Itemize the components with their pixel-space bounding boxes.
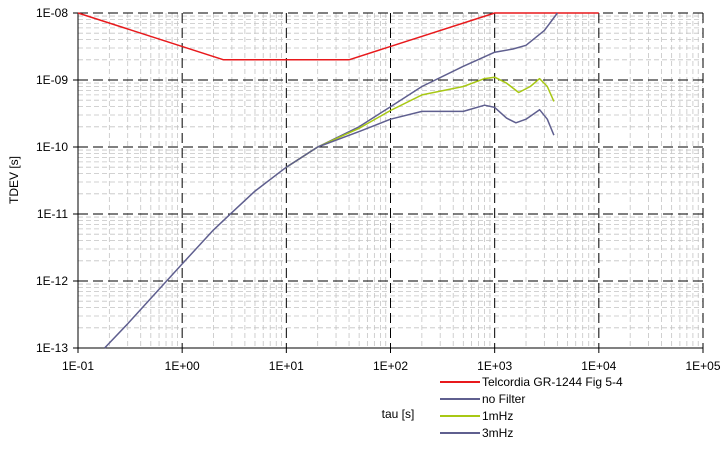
grid (77, 12, 704, 349)
x-tick-label: 1E+04 (581, 359, 616, 373)
legend-label-no-filter: no Filter (482, 392, 525, 406)
series-line-no-filter (104, 12, 559, 349)
series-line-3mhz (285, 104, 555, 168)
legend-label-3mhz: 3mHz (482, 426, 513, 440)
axes: 1E-01 1E+00 1E+01 1E+02 1E+03 1E+04 1E+05 1E-13… (36, 6, 721, 373)
x-tick-label: 1E+01 (269, 359, 304, 373)
x-axis-label: tau [s] (382, 407, 415, 421)
x-tick-label: 1E+05 (685, 359, 720, 373)
legend-label-telcordia-gr-1244-fig-5-4: Telcordia GR-1244 Fig 5-4 (482, 375, 623, 389)
x-tick-label: 1E+02 (373, 359, 408, 373)
legend: Telcordia GR-1244 Fig 5-4 no Filter 1mHz 3m… (440, 375, 623, 440)
legend-label-1mhz: 1mHz (482, 409, 513, 423)
y-tick-label: 1E-11 (37, 207, 68, 221)
series-line-telcordia-gr-1244-fig-5-4 (77, 12, 599, 61)
y-tick-label: 1E-09 (36, 73, 68, 87)
y-tick-label: 1E-10 (36, 140, 68, 154)
x-tick-label: 1E-01 (62, 359, 94, 373)
x-tick-label: 1E+00 (165, 359, 200, 373)
y-tick-label: 1E-13 (36, 341, 68, 355)
x-tick-label: 1E+03 (477, 359, 512, 373)
y-tick-label: 1E-12 (36, 274, 68, 288)
y-axis-label: TDEV [s] (7, 156, 21, 204)
y-tick-label: 1E-08 (36, 6, 68, 20)
series-line-1mhz (285, 76, 555, 168)
series-lines (77, 12, 599, 349)
